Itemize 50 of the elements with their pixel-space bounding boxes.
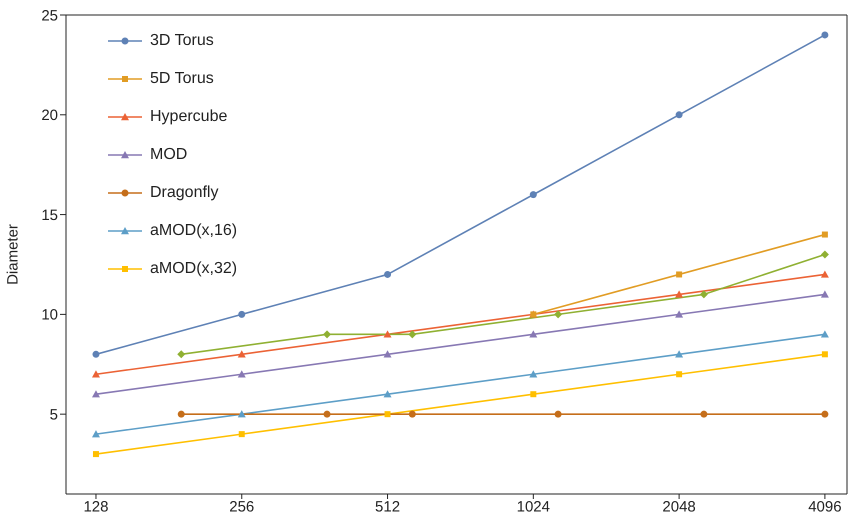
point <box>238 310 246 318</box>
point <box>92 430 100 438</box>
legend-label: Hypercube <box>150 108 228 126</box>
point <box>92 370 100 378</box>
point <box>384 390 392 398</box>
y-tick-label: 15 <box>41 206 58 224</box>
point <box>238 410 246 418</box>
x-tick-label: 512 <box>375 498 400 516</box>
point <box>820 270 829 278</box>
y-tick-label: 5 <box>50 406 58 424</box>
legend-label: aMOD(x,32) <box>150 260 238 278</box>
point <box>676 371 682 378</box>
x-tick-label: 4096 <box>808 498 842 516</box>
legend-label: MOD <box>150 146 188 164</box>
point <box>675 310 684 318</box>
point <box>238 350 246 358</box>
point <box>384 330 392 338</box>
y-tick-label: 25 <box>41 7 58 24</box>
point <box>92 390 100 398</box>
point <box>529 370 538 378</box>
legend-label: aMOD(x,16) <box>150 222 238 240</box>
point <box>820 290 829 298</box>
point <box>238 431 245 438</box>
point <box>675 290 684 298</box>
point <box>530 191 537 198</box>
point <box>530 391 536 398</box>
y-axis-title: Diameter <box>4 224 22 285</box>
legend-label: 3D Torus <box>150 32 214 50</box>
legend-label: Dragonfly <box>150 184 218 202</box>
point <box>820 330 829 338</box>
point <box>820 250 829 258</box>
point <box>529 330 538 338</box>
point <box>822 351 828 358</box>
y-tick-label: 10 <box>41 306 58 324</box>
point <box>675 350 684 358</box>
point <box>821 410 828 418</box>
x-tick-label: 256 <box>229 498 254 516</box>
point <box>384 411 391 418</box>
legend-label: 5D Torus <box>150 70 214 88</box>
y-tick-label: 20 <box>41 107 58 124</box>
point <box>92 350 100 358</box>
point <box>676 111 683 118</box>
point <box>92 451 99 458</box>
x-tick-label: 2048 <box>662 498 696 516</box>
point <box>238 370 246 378</box>
point <box>384 350 392 358</box>
x-tick-label: 128 <box>83 498 108 516</box>
point <box>384 270 392 278</box>
point <box>821 31 828 38</box>
x-tick-label: 1024 <box>516 498 550 516</box>
